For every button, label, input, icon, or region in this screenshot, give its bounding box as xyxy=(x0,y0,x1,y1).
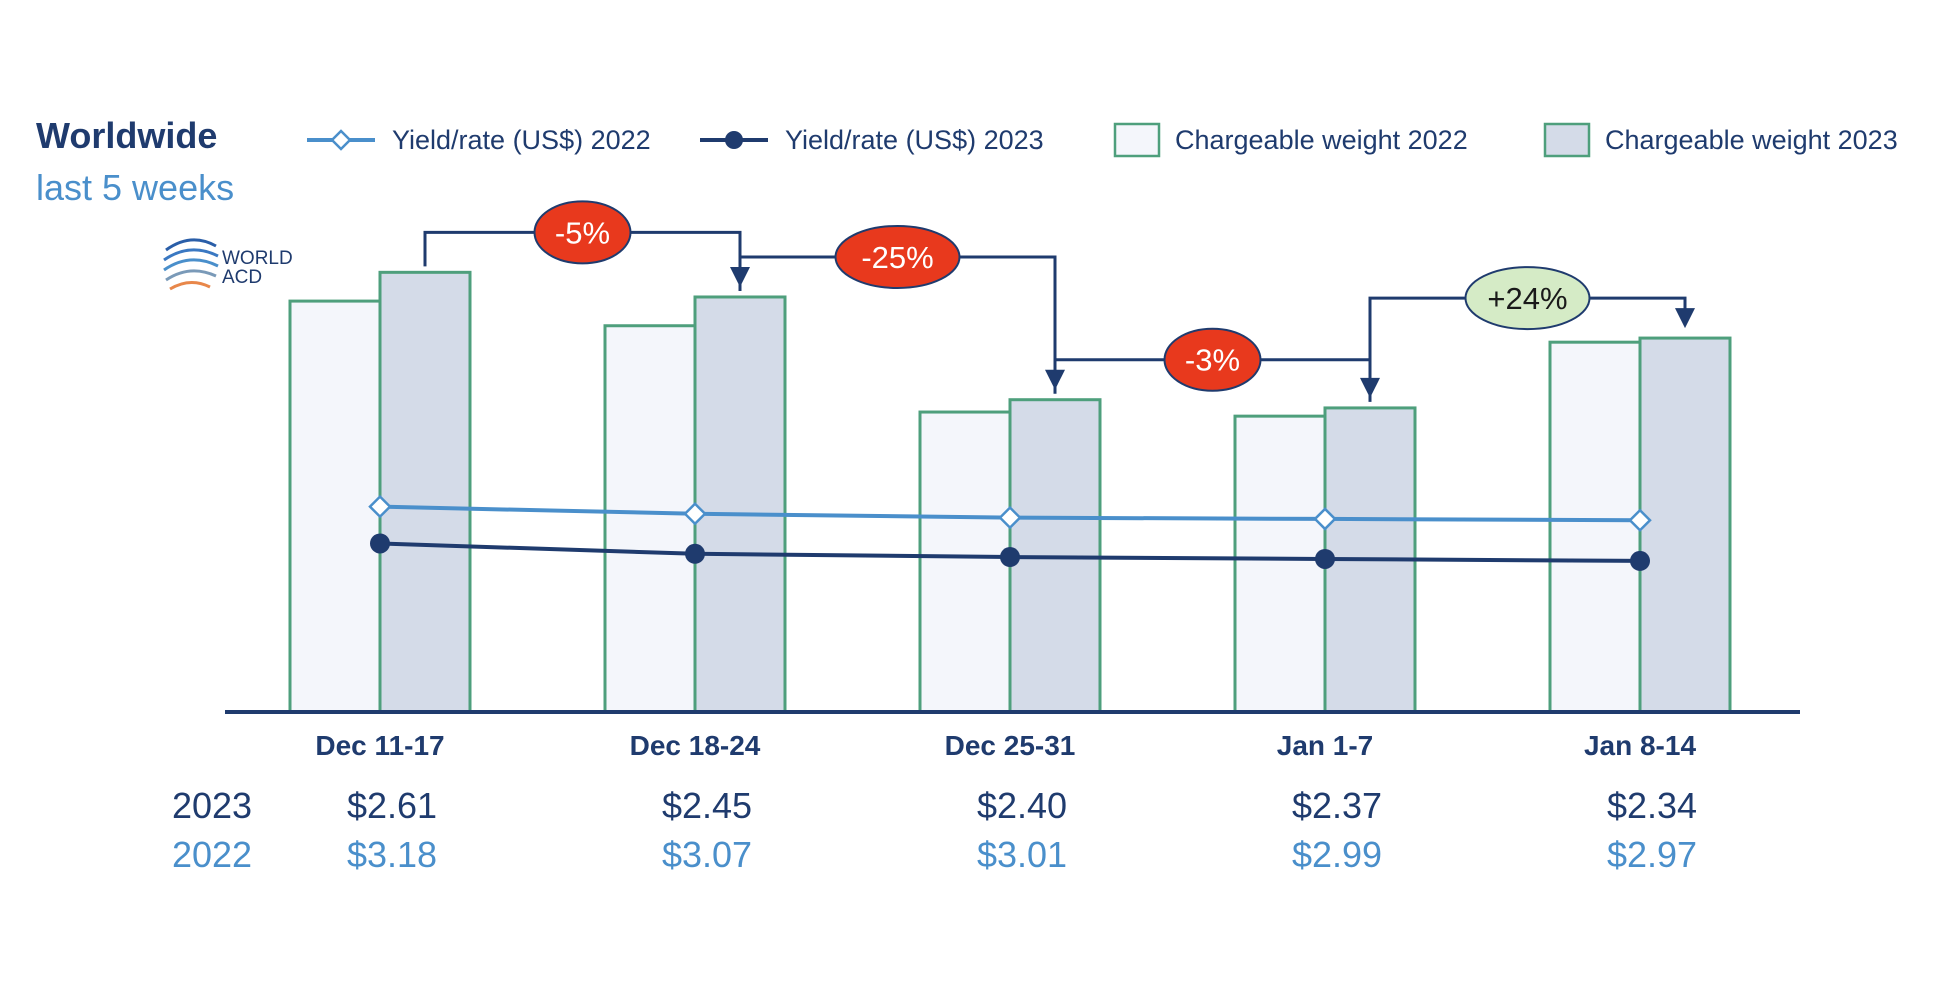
value-cell: $3.01 xyxy=(977,834,1067,875)
legend-dot-marker xyxy=(725,131,743,149)
value-row-year: 2022 xyxy=(172,834,252,875)
bars xyxy=(288,270,1732,714)
chart-header: Worldwide last 5 weeks xyxy=(36,115,234,208)
change-label: -25% xyxy=(861,240,933,275)
point-2022 xyxy=(998,505,1022,530)
chart-title: Worldwide xyxy=(36,115,217,156)
point-2023 xyxy=(1000,547,1020,568)
chart-subtitle: last 5 weeks xyxy=(36,167,234,208)
x-tick-label: Jan 8-14 xyxy=(1584,730,1696,761)
world-acd-logo: WORLD ACD xyxy=(163,238,293,291)
x-tick-label: Dec 18-24 xyxy=(630,730,761,761)
change-label: +24% xyxy=(1487,281,1567,316)
legend-bar-swatch xyxy=(1113,122,1161,158)
legend-item: Chargeable weight 2023 xyxy=(1543,122,1898,158)
value-cell: $2.99 xyxy=(1292,834,1382,875)
value-cell: $2.34 xyxy=(1607,785,1697,826)
point-2022 xyxy=(1313,507,1337,531)
legend-item: Chargeable weight 2022 xyxy=(1113,122,1468,158)
x-tick-label: Dec 11-17 xyxy=(315,730,444,761)
point-2022 xyxy=(368,494,392,519)
value-cell: $2.45 xyxy=(662,785,752,826)
legend-label: Yield/rate (US$) 2022 xyxy=(392,125,651,155)
change-annotation: -5% xyxy=(423,200,750,287)
x-axis: Dec 11-17 Dec 18-24 Dec 25-31 Jan 1-7 Jan 8-… xyxy=(225,710,1800,761)
change-badge xyxy=(834,224,961,289)
legend-item: Yield/rate (US$) 2023 xyxy=(700,125,1044,155)
value-cell: $2.97 xyxy=(1607,834,1697,875)
bar-2023 xyxy=(1638,336,1732,714)
legend-label: Chargeable weight 2022 xyxy=(1175,125,1468,155)
change-label: -5% xyxy=(555,215,610,250)
legend-diamond-marker xyxy=(330,129,352,151)
globe-icon xyxy=(163,238,219,291)
value-cell: $3.18 xyxy=(347,834,437,875)
value-row-year: 2023 xyxy=(172,785,252,826)
value-row-2022: 2022 $3.18 $3.07 $3.01 $2.99 $2.97 xyxy=(172,834,1697,875)
bar-2022 xyxy=(1233,414,1327,714)
x-tick-label: Jan 1-7 xyxy=(1277,730,1374,761)
bar-2022 xyxy=(918,410,1012,714)
value-cell: $2.37 xyxy=(1292,785,1382,826)
arrowhead xyxy=(1675,308,1695,329)
change-badge xyxy=(1464,266,1591,331)
change-badge xyxy=(533,200,632,265)
legend-label: Chargeable weight 2023 xyxy=(1605,125,1898,155)
change-annotations: -5% -25% -3% +24% xyxy=(423,200,1695,402)
point-2023 xyxy=(685,543,705,564)
bar-2022 xyxy=(288,299,382,714)
change-annotation: -3% xyxy=(1053,327,1380,398)
point-2022 xyxy=(683,501,707,526)
legend-item: Yield/rate (US$) 2022 xyxy=(307,125,651,155)
change-badge xyxy=(1163,327,1262,392)
point-2022 xyxy=(1628,508,1652,532)
change-annotation: -25% xyxy=(738,224,1065,390)
value-cell: $3.07 xyxy=(662,834,752,875)
legend-bar-swatch xyxy=(1543,122,1591,158)
point-2023 xyxy=(1630,550,1650,571)
change-annotation: +24% xyxy=(1368,266,1695,402)
value-cell: $2.61 xyxy=(347,785,437,826)
logo-text-line1: WORLD xyxy=(222,248,293,269)
bar-2023 xyxy=(378,270,472,714)
legend-label: Yield/rate (US$) 2023 xyxy=(785,125,1044,155)
point-2023 xyxy=(1315,548,1335,569)
x-tick-label: Dec 25-31 xyxy=(945,730,1076,761)
point-2023 xyxy=(370,533,390,554)
legend: Yield/rate (US$) 2022 Yield/rate (US$) 20… xyxy=(307,122,1898,158)
logo-text-line2: ACD xyxy=(222,267,262,288)
value-row-2023: 2023 $2.61 $2.45 $2.40 $2.37 $2.34 xyxy=(172,785,1697,826)
bar-2023 xyxy=(693,295,787,714)
bar-2022 xyxy=(1548,340,1642,714)
lines xyxy=(368,494,1652,571)
value-cell: $2.40 xyxy=(977,785,1067,826)
value-table: 2023 $2.61 $2.45 $2.40 $2.37 $2.34 2022 $3.18 $3… xyxy=(172,785,1697,875)
bar-2022 xyxy=(603,324,697,714)
change-label: -3% xyxy=(1185,343,1240,378)
